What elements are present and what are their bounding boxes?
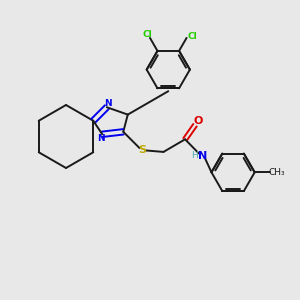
Text: Cl: Cl bbox=[142, 30, 152, 39]
Text: S: S bbox=[138, 146, 146, 155]
Text: O: O bbox=[194, 116, 203, 126]
Text: N: N bbox=[97, 134, 105, 143]
Text: CH₃: CH₃ bbox=[269, 168, 286, 177]
Text: N: N bbox=[198, 151, 207, 161]
Text: Cl: Cl bbox=[188, 32, 197, 41]
Text: H: H bbox=[191, 151, 198, 160]
Text: N: N bbox=[104, 99, 112, 108]
